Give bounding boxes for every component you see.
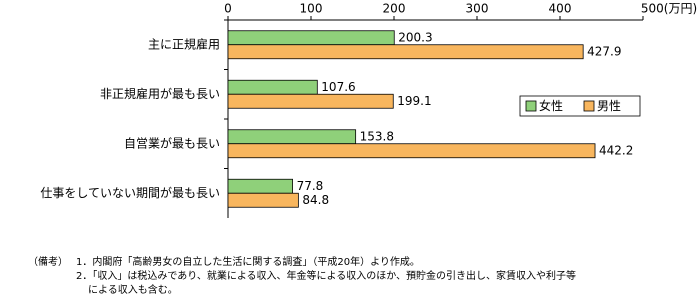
value-label: 77.8 [297, 179, 324, 193]
y-tick-label: 主に正規雇用 [148, 36, 220, 51]
x-tick-label: 500(万円) [641, 2, 697, 16]
legend-box [519, 95, 641, 117]
legend-label: 男性 [597, 99, 621, 113]
bar [227, 93, 394, 109]
notes-label: （備考） [28, 255, 68, 268]
value-label: 84.8 [302, 193, 329, 207]
y-tick-label: 非正規雇用が最も長い [100, 86, 220, 101]
x-tick-label: 200 [383, 2, 406, 16]
value-label: 199.1 [397, 94, 431, 108]
bar [227, 178, 293, 194]
value-label: 107.6 [321, 80, 355, 94]
legend-swatch [583, 100, 595, 112]
x-tick-label: 0 [224, 2, 232, 16]
bar [227, 143, 596, 159]
value-label: 442.2 [599, 143, 633, 157]
legend-swatch [525, 100, 537, 112]
bar [227, 30, 395, 46]
y-tick-label: 仕事をしていない期間が最も長い [40, 185, 220, 200]
bar [227, 129, 357, 145]
x-tick-label: 100 [300, 2, 323, 16]
note: 2．「収入」は税込みであり、就業による収入、年金等による収入のほか、預貯金の引き… [76, 269, 576, 282]
note: 1．内閣府「高齢男女の自立した生活に関する調査」（平成20年）より作成。 [76, 255, 420, 268]
value-label: 153.8 [360, 129, 394, 143]
value-label: 200.3 [398, 30, 432, 44]
bar [227, 44, 584, 60]
x-tick-label: 400 [549, 2, 572, 16]
y-tick-label: 自営業が最も長い [124, 135, 220, 150]
bar [227, 192, 299, 208]
legend-label: 女性 [539, 98, 563, 113]
value-label: 427.9 [587, 44, 621, 58]
note: による収入も含む。 [88, 283, 178, 296]
bar [227, 79, 318, 95]
x-tick-label: 300 [466, 2, 489, 16]
